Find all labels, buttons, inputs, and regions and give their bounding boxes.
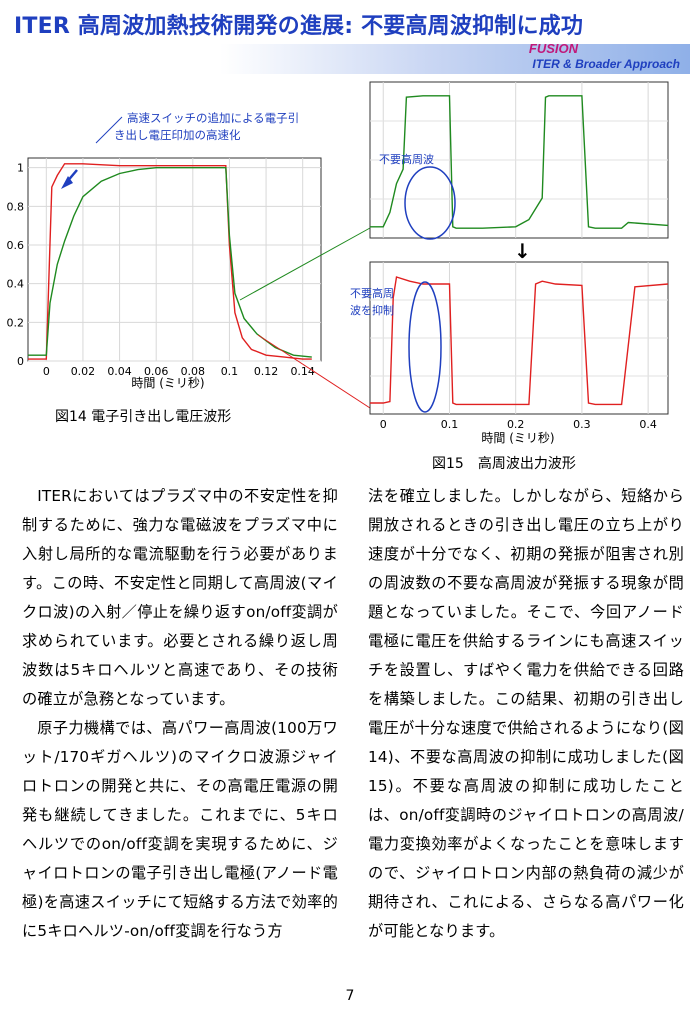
fig15-bottom-label-line1: 不要高周 — [350, 286, 394, 300]
page-number: 7 — [345, 988, 355, 1004]
fig15-top-chart: 不要高周波 — [369, 81, 669, 240]
fig14-grid — [28, 158, 321, 362]
annotation-line1: 高速スイッチの追加による電子引 — [127, 111, 299, 125]
fig14-ytick-label: 0.4 — [7, 278, 25, 291]
body-paragraph-3: 法を確立しました。しかしながら、短絡から開放されるときの引き出し電圧の立ち上がり… — [368, 487, 684, 940]
fig15-bottom-series — [370, 276, 669, 406]
fig14-xtick-label: 0.02 — [71, 365, 96, 378]
fig15-xtick-label: 0.1 — [441, 418, 459, 431]
down-arrow-icon: ↓ — [514, 239, 531, 263]
fig14-ytick-label: 0.6 — [7, 239, 25, 252]
fig14-xtick-label: 0.1 — [221, 365, 239, 378]
fig15-xlabel: 時間 (ミリ秒) — [481, 431, 554, 445]
fig15-top-label: 不要高周波 — [379, 152, 434, 166]
fig14-xtick-label: 0 — [43, 365, 50, 378]
annotation-arrowhead — [61, 176, 73, 189]
fig15-xtick-label: 0.2 — [507, 418, 525, 431]
fig14-xtick-label: 0.12 — [254, 365, 279, 378]
fig15-xtick-label: 0.3 — [573, 418, 591, 431]
fig15-top-series — [370, 95, 669, 229]
figures-canvas: 0 0.02 0.04 0.06 0.08 0.1 0.12 0.14 00.20.40.60… — [7, 81, 669, 445]
fig15-xtick-label: 0.4 — [639, 418, 657, 431]
fig14-annotation: 高速スイッチの追加による電子引 き出し電圧印加の高速化 — [61, 111, 299, 189]
fig15-top-highlight-ellipse — [404, 166, 456, 240]
fig15-top-series-green — [370, 95, 669, 229]
fig14-series-green — [28, 166, 312, 358]
fig14-xlabel: 時間 (ミリ秒) — [131, 376, 204, 390]
fig15-bottom-series-red — [370, 276, 669, 406]
fig14-ytick-label: 0.2 — [7, 316, 25, 329]
zoom-line-red — [257, 334, 371, 409]
fig14-ytick-label: 1 — [17, 162, 24, 175]
fig15-top-grid — [370, 82, 668, 238]
fusion-logo-text: FUSION — [528, 41, 578, 56]
fig15-xtick-label: 0 — [380, 418, 387, 431]
fig15-bottom-highlight-ellipse — [408, 281, 442, 413]
fig15-caption: 図15 高周波出力波形 — [432, 456, 576, 472]
fig14-yticks: 0 0.2 0.4 0.6 0.8 1 — [7, 162, 25, 368]
fig14-plot-frame — [27, 157, 322, 362]
fig14-xtick-label: 0.08 — [181, 365, 206, 378]
fig14-xtick-label: 0.04 — [107, 365, 132, 378]
body-right-column: 法を確立しました。しかしながら、短絡から開放されるときの引き出し電圧の立ち上がり… — [368, 482, 684, 946]
header-band — [220, 44, 690, 74]
fig14-caption: 図14 電子引き出し電圧波形 — [55, 409, 232, 425]
annotation-line2: き出し電圧印加の高速化 — [114, 128, 241, 142]
fig15-bottom-chart: 0 0.1 0.2 0.3 0.4 不要高周 波を抑制 時間 (ミリ秒) — [350, 261, 669, 445]
fig14-ytick-label: 0.8 — [7, 200, 25, 213]
page-title: ITER 高周波加熱技術開発の進展: 不要高周波抑制に成功 — [14, 14, 584, 39]
fig15-xticks: 0 0.1 0.2 0.3 0.4 — [380, 418, 657, 431]
iter-ba-logo-text: ITER & Broader Approach — [532, 57, 680, 71]
fig15-bottom-label-line2: 波を抑制 — [350, 303, 394, 317]
fig14-ytick-label: 0 — [17, 355, 24, 368]
fig14-series-red — [28, 163, 312, 360]
fig14-xtick-label: 0.14 — [290, 365, 315, 378]
fig15-bottom-grid — [370, 262, 668, 414]
body-paragraph-1: ITERにおいてはプラズマ中の不安定性を抑制するために、強力な電磁波をプラズマ中… — [22, 487, 338, 708]
fig14-xtick-label: 0.06 — [144, 365, 169, 378]
fig14-series — [28, 163, 312, 360]
annotation-leader — [95, 116, 123, 144]
fig14-chart: 0 0.02 0.04 0.06 0.08 0.1 0.12 0.14 00.20.40.60… — [7, 157, 322, 390]
body-left-column: ITERにおいてはプラズマ中の不安定性を抑制するために、強力な電磁波をプラズマ中… — [22, 482, 338, 946]
body-paragraph-2: 原子力機構では、高パワー高周波(100万ワット/170ギガヘルツ)のマイクロ波源… — [22, 719, 338, 940]
zoom-line-green — [239, 227, 371, 301]
